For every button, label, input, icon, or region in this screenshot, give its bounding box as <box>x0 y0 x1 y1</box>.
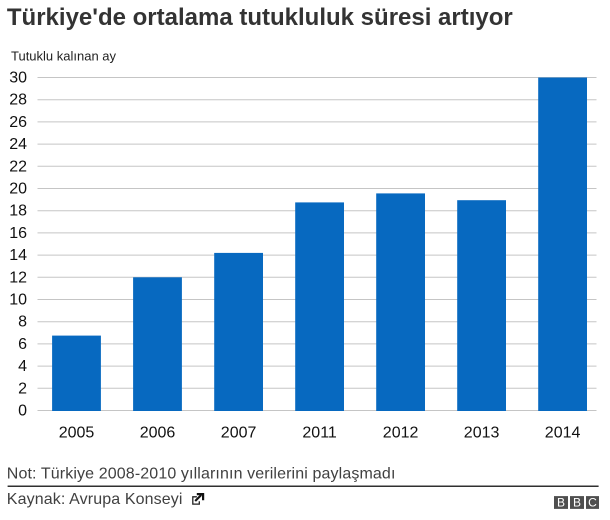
svg-text:Not: Türkiye 2008-2010 yılları: Not: Türkiye 2008-2010 yıllarının verile… <box>7 466 396 483</box>
svg-text:8: 8 <box>18 314 27 331</box>
svg-text:2011: 2011 <box>302 425 337 442</box>
svg-text:26: 26 <box>9 114 27 131</box>
svg-text:B: B <box>557 496 565 510</box>
svg-text:0: 0 <box>18 403 27 420</box>
svg-text:30: 30 <box>9 70 27 87</box>
svg-text:B: B <box>573 496 581 510</box>
svg-text:12: 12 <box>9 269 27 286</box>
svg-text:18: 18 <box>9 203 27 220</box>
svg-text:2012: 2012 <box>383 425 419 442</box>
svg-text:2: 2 <box>18 380 27 397</box>
svg-text:Kaynak: Avrupa Konseyi: Kaynak: Avrupa Konseyi <box>7 491 183 508</box>
svg-text:2006: 2006 <box>140 425 176 442</box>
svg-text:6: 6 <box>18 336 27 353</box>
svg-text:22: 22 <box>9 158 27 175</box>
svg-text:2005: 2005 <box>59 425 95 442</box>
svg-text:2013: 2013 <box>464 425 500 442</box>
svg-text:2007: 2007 <box>221 425 257 442</box>
svg-text:Tutuklu kalınan ay: Tutuklu kalınan ay <box>11 49 117 64</box>
svg-text:4: 4 <box>18 358 27 375</box>
svg-text:14: 14 <box>9 247 27 264</box>
svg-text:2014: 2014 <box>545 425 581 442</box>
svg-text:20: 20 <box>9 181 27 198</box>
svg-text:Türkiye'de ortalama tutukluluk: Türkiye'de ortalama tutukluluk süresi ar… <box>7 4 513 31</box>
svg-text:10: 10 <box>9 292 27 309</box>
svg-text:16: 16 <box>9 225 27 242</box>
svg-text:28: 28 <box>9 92 27 109</box>
svg-text:C: C <box>588 496 597 510</box>
svg-text:24: 24 <box>9 136 27 153</box>
